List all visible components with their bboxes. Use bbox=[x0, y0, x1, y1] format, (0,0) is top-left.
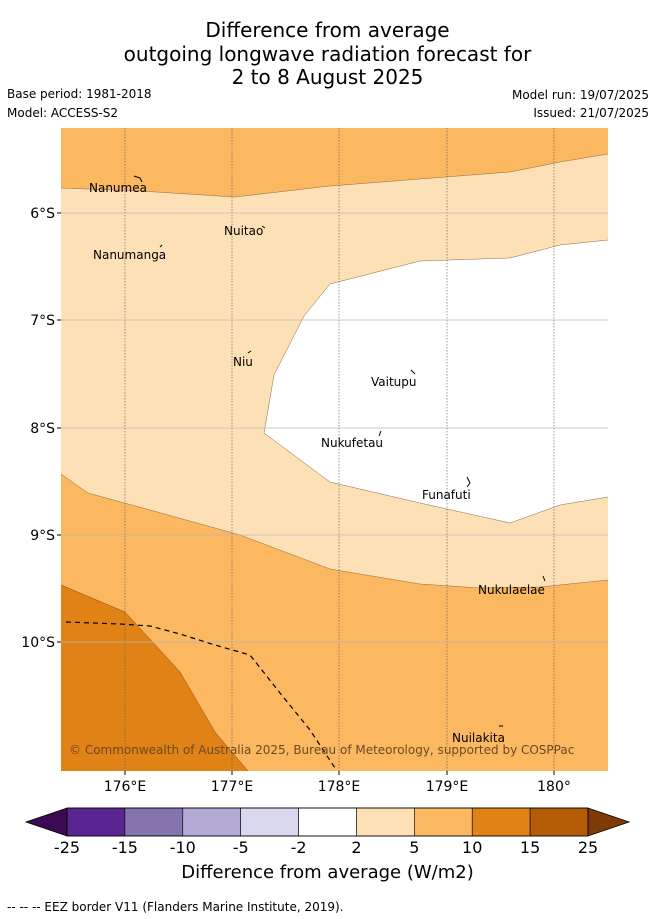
place-label-nanumea: Nanumea bbox=[89, 181, 147, 195]
y-tick-label: 7°S bbox=[30, 313, 55, 329]
colorbar-tick-label: -5 bbox=[233, 838, 249, 857]
map-figure: Nanumea Nuitao Nanumanga Niu Vaitupu Nuk… bbox=[21, 128, 631, 857]
place-label-vaitupu: Vaitupu bbox=[371, 375, 417, 389]
colorbar-segment bbox=[414, 807, 473, 837]
colorbar-tick-label: 5 bbox=[409, 838, 419, 857]
colorbar-low-extend bbox=[24, 807, 68, 837]
base-period: Base period: 1981-2018 bbox=[7, 87, 152, 101]
y-tick-label: 10°S bbox=[21, 635, 55, 651]
y-tick-label: 8°S bbox=[30, 421, 55, 437]
colorbar-tick-label: -2 bbox=[291, 838, 307, 857]
colorbar-tick-label: -10 bbox=[170, 838, 196, 857]
colorbar-segment bbox=[471, 807, 531, 837]
copyright-notice: © Commonwealth of Australia 2025, Bureau… bbox=[69, 743, 574, 757]
title-line-3: 2 to 8 August 2025 bbox=[231, 65, 424, 89]
place-label-funafuti: Funafuti bbox=[422, 488, 471, 502]
place-label-nanumanga: Nanumanga bbox=[93, 248, 166, 262]
title-line-1: Difference from average bbox=[205, 18, 450, 42]
colorbar-segment bbox=[182, 807, 241, 837]
colorbar-segment bbox=[240, 807, 299, 837]
colorbar-tick-label: 10 bbox=[462, 838, 482, 857]
colorbar-high-extend bbox=[587, 807, 631, 837]
colorbar-tick-label: 25 bbox=[578, 838, 598, 857]
x-tick-label: 176°E bbox=[104, 779, 147, 795]
y-tick-label: 6°S bbox=[30, 206, 55, 222]
place-label-nuilakita: Nuilakita bbox=[452, 731, 505, 745]
model-name: Model: ACCESS-S2 bbox=[7, 106, 119, 120]
x-tick-label: 179°E bbox=[426, 779, 469, 795]
place-label-nuitao: Nuitao bbox=[224, 224, 263, 238]
colorbar-title: Difference from average (W/m2) bbox=[181, 862, 474, 883]
x-tick-label: 178°E bbox=[318, 779, 361, 795]
colorbar-segment bbox=[66, 807, 126, 837]
gridlines bbox=[124, 128, 555, 771]
band-10-to-15 bbox=[61, 585, 248, 771]
colorbar-tick-label: 2 bbox=[351, 838, 361, 857]
title-line-2: outgoing longwave radiation forecast for bbox=[123, 42, 532, 66]
model-run: Model run: 19/07/2025 bbox=[511, 88, 649, 102]
x-tick-label: 177°E bbox=[211, 779, 254, 795]
band-neutral bbox=[264, 240, 608, 523]
x-tick-label: 180° bbox=[537, 779, 571, 795]
eez-border bbox=[65, 621, 336, 769]
place-label-nukulaelae: Nukulaelae bbox=[478, 583, 545, 597]
place-label-nukufetau: Nukufetau bbox=[321, 436, 383, 450]
colorbar-tick-label: 15 bbox=[520, 838, 540, 857]
place-label-niu: Niu bbox=[233, 355, 253, 369]
colorbar-segment bbox=[124, 807, 184, 837]
colorbar-tick-label: -25 bbox=[54, 838, 80, 857]
island-marks bbox=[133, 175, 546, 727]
y-tick-label: 9°S bbox=[30, 528, 55, 544]
issued-date: Issued: 21/07/2025 bbox=[533, 106, 649, 120]
colorbar: -25 -15 -10 -5 -2 2 5 10 15 25 bbox=[24, 807, 631, 857]
colorbar-segment bbox=[298, 807, 357, 837]
contour-fields: Nanumea Nuitao Nanumanga Niu Vaitupu Nuk… bbox=[61, 128, 608, 771]
eez-legend-note: -- -- -- EEZ border V11 (Flanders Marine… bbox=[7, 900, 344, 914]
colorbar-segment bbox=[356, 807, 415, 837]
colorbar-tick-label: -15 bbox=[112, 838, 138, 857]
colorbar-segment bbox=[529, 807, 589, 837]
